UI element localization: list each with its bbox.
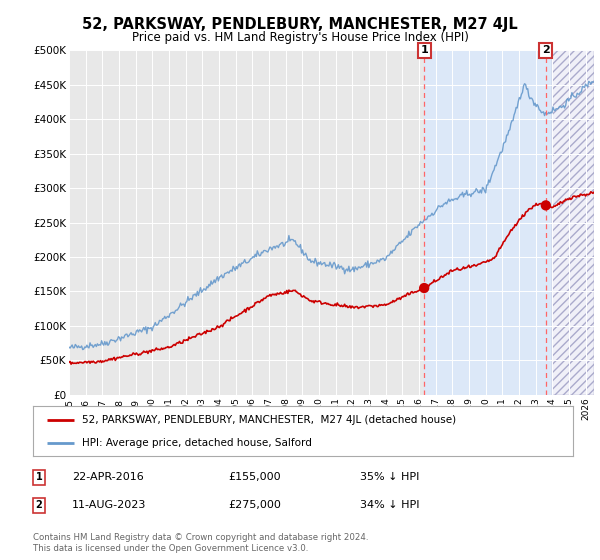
Text: Contains HM Land Registry data © Crown copyright and database right 2024.
This d: Contains HM Land Registry data © Crown c…: [33, 533, 368, 553]
Bar: [553, 50, 594, 395]
Text: 52, PARKSWAY, PENDLEBURY, MANCHESTER,  M27 4JL (detached house): 52, PARKSWAY, PENDLEBURY, MANCHESTER, M2…: [82, 414, 456, 424]
Text: HPI: Average price, detached house, Salford: HPI: Average price, detached house, Salf…: [82, 438, 311, 448]
Text: 1: 1: [35, 472, 43, 482]
Bar: [424, 50, 553, 395]
Text: £275,000: £275,000: [228, 500, 281, 510]
Text: Price paid vs. HM Land Registry's House Price Index (HPI): Price paid vs. HM Land Registry's House …: [131, 31, 469, 44]
Text: 11-AUG-2023: 11-AUG-2023: [72, 500, 146, 510]
Text: 34% ↓ HPI: 34% ↓ HPI: [360, 500, 419, 510]
Text: 22-APR-2016: 22-APR-2016: [72, 472, 144, 482]
Text: 2: 2: [35, 500, 43, 510]
Text: 52, PARKSWAY, PENDLEBURY, MANCHESTER, M27 4JL: 52, PARKSWAY, PENDLEBURY, MANCHESTER, M2…: [82, 17, 518, 32]
Text: 35% ↓ HPI: 35% ↓ HPI: [360, 472, 419, 482]
Text: 2: 2: [542, 45, 550, 55]
Text: £155,000: £155,000: [228, 472, 281, 482]
Point: [541, 201, 551, 210]
Bar: [553, 50, 594, 395]
Text: 1: 1: [420, 45, 428, 55]
Point: [419, 283, 429, 292]
